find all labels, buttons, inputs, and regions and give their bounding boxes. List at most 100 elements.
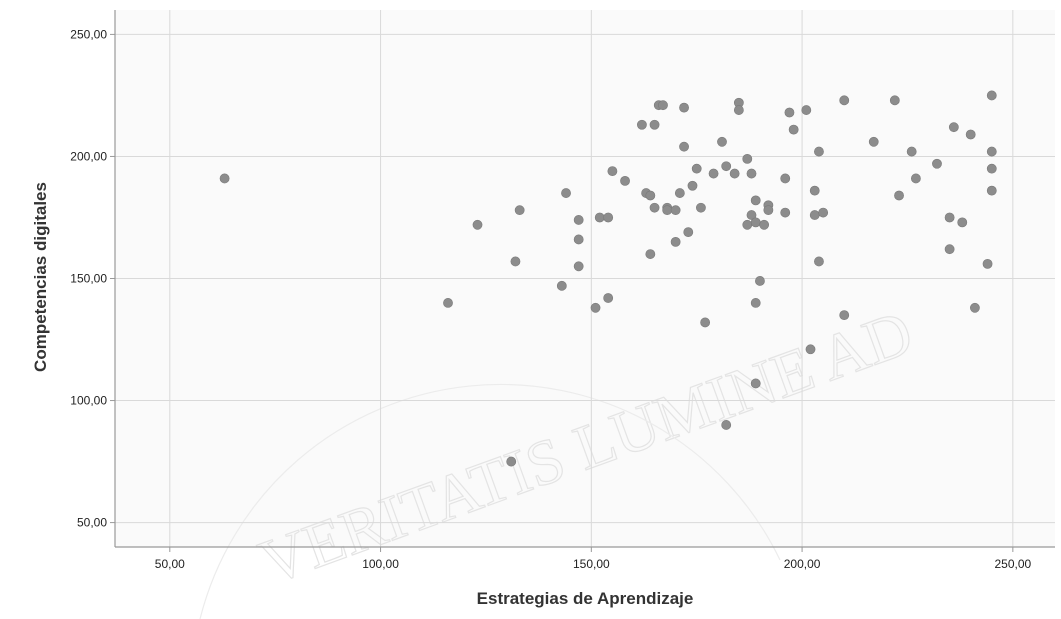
data-point [868, 136, 879, 147]
data-point [603, 212, 614, 223]
data-point [906, 146, 917, 157]
y-axis-title: Competencias digitales [31, 182, 50, 372]
x-tick-label: 150,00 [573, 557, 610, 571]
data-point [573, 215, 584, 225]
data-point [683, 227, 694, 238]
data-point [759, 219, 770, 230]
x-tick-label: 200,00 [784, 557, 821, 571]
data-point [957, 217, 968, 228]
data-point [658, 100, 668, 111]
data-point [620, 175, 630, 186]
data-point [691, 163, 702, 174]
data-point [472, 219, 483, 230]
data-point [839, 95, 850, 106]
data-point [662, 205, 673, 216]
data-point [780, 173, 791, 184]
y-tick-label: 200,00 [70, 149, 107, 163]
data-point [649, 202, 660, 213]
data-point [637, 119, 647, 130]
data-point [805, 344, 816, 355]
data-point [729, 168, 740, 179]
data-point [814, 146, 824, 157]
data-point [700, 317, 711, 328]
data-point [514, 205, 525, 216]
y-tick-label: 250,00 [70, 27, 107, 41]
data-point [674, 188, 685, 198]
data-point [670, 236, 681, 247]
data-point [573, 261, 584, 272]
data-point [649, 119, 660, 130]
data-point [733, 105, 744, 115]
data-point [809, 210, 820, 220]
data-point [801, 105, 812, 115]
data-point [750, 217, 761, 228]
x-tick-label: 100,00 [362, 557, 399, 571]
data-point [670, 205, 681, 216]
data-point [645, 190, 656, 201]
data-point [708, 168, 719, 179]
data-point [839, 310, 850, 321]
data-point [986, 163, 997, 174]
data-point [755, 276, 765, 286]
x-tick-label: 250,00 [994, 557, 1031, 571]
data-point [763, 205, 774, 216]
data-point [679, 102, 689, 113]
data-point [784, 107, 795, 118]
data-point [788, 124, 799, 135]
data-point [889, 95, 900, 106]
data-point [932, 158, 942, 169]
data-point [970, 302, 980, 313]
x-tick-label: 50,00 [155, 557, 185, 571]
data-point [561, 188, 571, 198]
data-point [746, 168, 757, 179]
data-point [986, 185, 997, 196]
axes [110, 10, 1055, 552]
data-point [742, 153, 753, 164]
data-point [750, 195, 761, 206]
data-point [573, 234, 584, 245]
data-point [603, 293, 614, 303]
y-tick-label: 50,00 [77, 516, 107, 530]
data-point [780, 207, 791, 218]
data-point [506, 456, 517, 467]
data-point [607, 166, 618, 176]
x-axis-title: Estrategias de Aprendizaje [477, 589, 694, 608]
data-point [645, 249, 656, 259]
data-point [944, 212, 955, 223]
y-tick-labels: 250,00 200,00 150,00 100,00 50,00 [70, 27, 107, 529]
data-point [986, 90, 997, 101]
data-point [944, 244, 955, 255]
data-point [982, 258, 993, 269]
data-point [721, 161, 732, 172]
data-point [894, 190, 904, 201]
y-tick-label: 150,00 [70, 272, 107, 286]
data-point [809, 185, 820, 196]
data-point [742, 219, 753, 230]
data-point [590, 302, 601, 313]
grid [115, 10, 1055, 547]
data-point [594, 212, 605, 223]
data-point [696, 202, 706, 213]
data-point [948, 122, 959, 133]
data-point [818, 207, 829, 218]
data-point [510, 256, 521, 267]
data-point [986, 146, 997, 157]
y-tick-label: 100,00 [70, 394, 107, 408]
data-point [443, 298, 453, 308]
data-point [750, 378, 761, 389]
data-point [910, 173, 921, 184]
data-point [687, 180, 698, 191]
data-point [965, 129, 976, 140]
data-point [750, 298, 761, 308]
data-points [219, 90, 997, 467]
data-point [679, 141, 689, 152]
data-point [219, 173, 230, 184]
x-tick-labels: 50,00 100,00 150,00 200,00 250,00 [155, 557, 1032, 571]
watermark-seal-arc [199, 383, 781, 619]
data-point [746, 210, 757, 220]
data-point [556, 280, 567, 291]
data-point [717, 136, 727, 147]
data-point [814, 256, 824, 267]
data-point [721, 420, 732, 430]
